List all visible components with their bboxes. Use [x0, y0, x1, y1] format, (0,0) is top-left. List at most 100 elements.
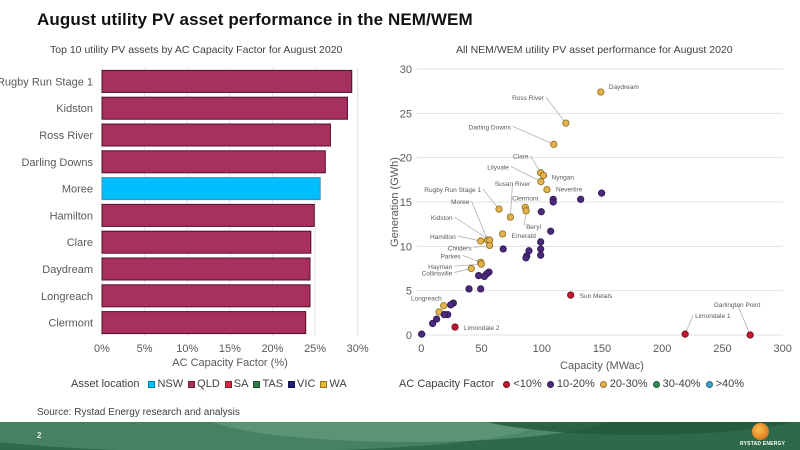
scatter-point [549, 198, 557, 206]
scatter-point [440, 302, 448, 310]
scatter-leader-line [454, 216, 490, 241]
bar-hamilton [101, 203, 315, 227]
scatter-point-label: Daydream [609, 84, 639, 91]
bar-legend-label: TAS [262, 378, 284, 390]
scatter-point [451, 323, 459, 331]
scatter-point [467, 264, 475, 273]
scatter-point [550, 140, 558, 148]
scatter-leader-line [482, 188, 500, 210]
scatter-point [681, 330, 689, 338]
scatter-y-axis-label: Generation (GWh) [389, 157, 401, 247]
scatter-leader-line [471, 200, 488, 241]
bar-legend-label: NSW [157, 378, 184, 390]
scatter-point-label: Clare [513, 154, 529, 161]
scatter-x-tick-label: 150 [593, 343, 611, 355]
scatter-legend-title: AC Capacity Factor [399, 378, 495, 390]
scatter-point-label: Nyngan [552, 174, 575, 181]
scatter-point [562, 119, 570, 127]
scatter-legend-label: 30-40% [662, 378, 701, 390]
bar-x-tick-label: 20% [261, 343, 283, 355]
bar-category-label: Daydream [42, 264, 93, 276]
scatter-point-label: Ross River [512, 95, 545, 102]
scatter-point-label: Hamilton [430, 234, 456, 241]
legend-dot-icon [652, 380, 660, 388]
scatter-leader-line [510, 183, 513, 218]
scatter-point [597, 88, 605, 96]
bar-legend-label: VIC [297, 378, 316, 390]
bar-kidston [101, 96, 348, 120]
bar-legend-label: SA [233, 378, 249, 390]
legend-dot-icon [546, 380, 554, 388]
bar-rugby-run-stage-1 [101, 69, 353, 93]
bar-clermont [101, 311, 307, 335]
bar-legend-label: WA [329, 378, 347, 390]
bar-chart-title: Top 10 utility PV assets by AC Capacity … [50, 44, 343, 56]
scatter-y-tick-label: 15 [400, 197, 412, 209]
scatter-point [567, 291, 575, 299]
legend-swatch-icon [148, 380, 156, 388]
scatter-point [543, 185, 551, 194]
footer-band: 2 RYSTAD ENERGY [0, 422, 800, 450]
bar-x-tick-label: 0% [94, 343, 110, 355]
scatter-point-label: Beryl [526, 224, 541, 231]
legend-swatch-icon [320, 380, 328, 388]
bar-category-label: Clermont [48, 318, 93, 330]
scatter-point-label: Clermont [512, 195, 539, 202]
bar-moree [101, 177, 321, 201]
scatter-point [537, 251, 545, 259]
bar-x-tick-label: 15% [219, 343, 241, 355]
bar-category-label: Ross River [39, 130, 93, 142]
scatter-point [547, 227, 555, 235]
scatter-leader-line [545, 96, 567, 124]
scatter-point-label: Limondale 1 [695, 313, 731, 320]
scatter-point [598, 189, 606, 197]
bar-legend: Asset location NSW QLD SA TAS VIC WA [71, 378, 352, 390]
bar-legend-item: TAS [253, 378, 283, 390]
scatter-x-tick-label: 50 [475, 343, 487, 355]
scatter-x-tick-label: 250 [713, 343, 731, 355]
bar-x-tick-label: 30% [347, 343, 369, 355]
scatter-point-label: Darling Downs [469, 124, 512, 131]
scatter-point [465, 285, 473, 293]
legend-swatch-icon [253, 380, 261, 388]
legend-dot-icon [503, 380, 511, 388]
scatter-y-tick-label: 25 [400, 108, 412, 120]
scatter-point [477, 285, 485, 293]
legend-dot-icon [599, 380, 607, 388]
legend-swatch-icon [188, 380, 196, 388]
scatter-leader-line [454, 263, 482, 267]
scatter-point-label: Moree [451, 199, 470, 206]
scatter-point-label: Nevertire [556, 187, 583, 194]
bar-legend-item: QLD [188, 378, 220, 390]
scatter-point [440, 311, 448, 319]
scatter-point [475, 271, 483, 280]
scatter-point-label: Sun Metals [580, 293, 613, 300]
legend-swatch-icon [288, 380, 296, 388]
scatter-legend-item: 30-40% [652, 378, 701, 390]
bar-legend-item: SA [224, 378, 249, 390]
scatter-leader-line [512, 126, 554, 145]
scatter-legend-item: 10-20% [546, 378, 595, 390]
bar-legend-title: Asset location [71, 378, 140, 390]
scatter-point [499, 230, 507, 238]
scatter-point-label: Childers [448, 245, 473, 252]
scatter-point [522, 207, 530, 215]
scatter-point [537, 238, 545, 246]
scatter-legend-label: <10% [513, 378, 542, 390]
scatter-point [539, 171, 548, 179]
bar-x-tick-label: 5% [137, 343, 153, 355]
scatter-leader-line [457, 235, 481, 242]
bar-legend-item: NSW [148, 378, 183, 390]
scatter-point [477, 260, 485, 268]
bar-category-label: Hamilton [50, 210, 93, 222]
scatter-point-label: Longreach [411, 296, 442, 303]
scatter-point [429, 319, 437, 328]
scatter-y-tick-label: 5 [406, 286, 412, 298]
scatter-x-tick-label: 0 [418, 343, 424, 355]
scatter-legend-item: >40% [705, 378, 744, 390]
bar-clare [101, 230, 312, 254]
bar-category-label: Rugby Run Stage 1 [0, 76, 93, 88]
scatter-point [537, 178, 545, 186]
page-number: 2 [37, 431, 42, 440]
